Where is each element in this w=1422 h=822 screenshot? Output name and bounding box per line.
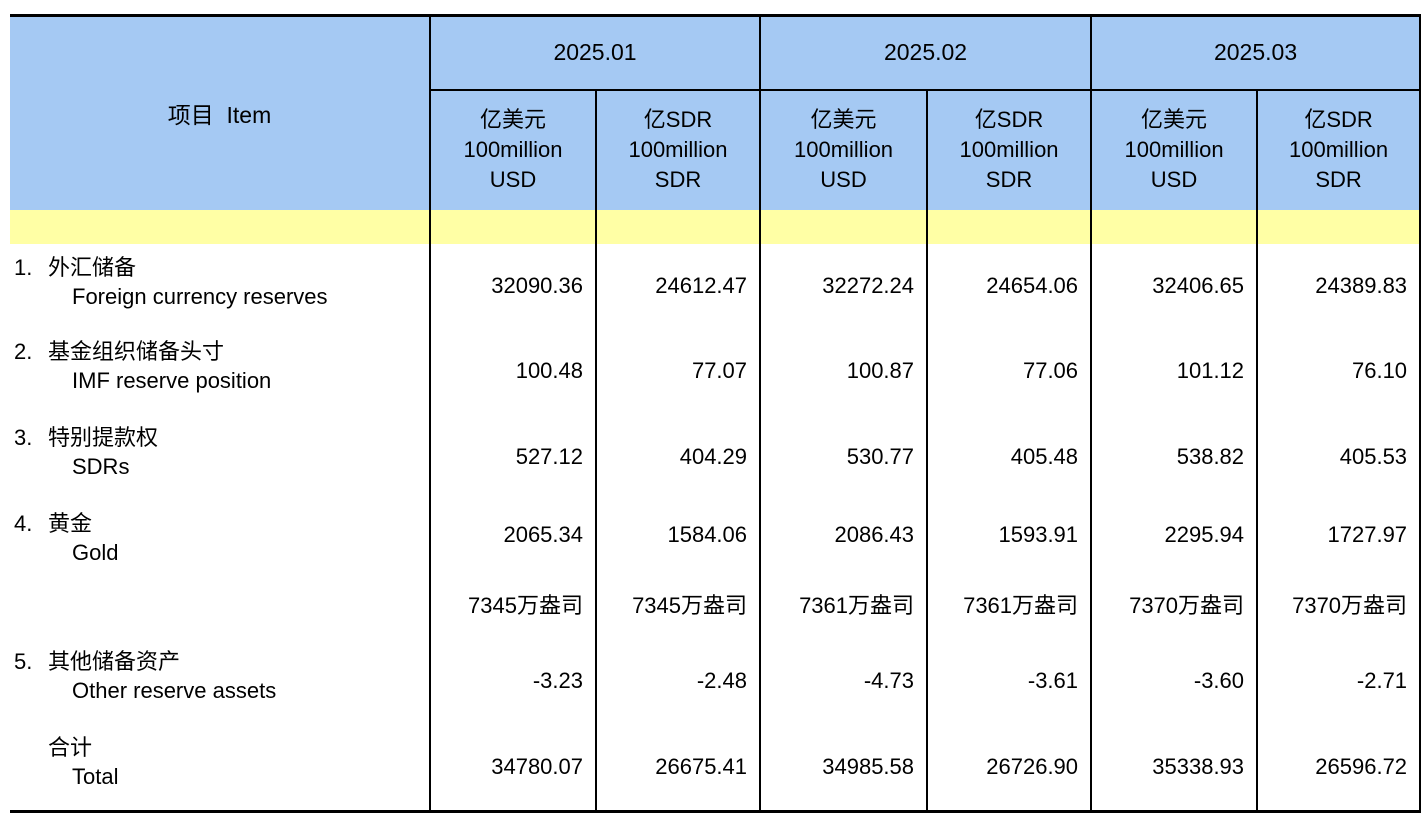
total-value-cell: 26675.41 [594, 723, 762, 813]
value-cell: 527.12 [429, 413, 597, 500]
value-cell: 76.10 [1256, 327, 1422, 414]
value-cell: 2065.34 [429, 499, 597, 570]
table-row-gold: 4. 黄金 Gold 2065.34 1584.06 2086.43 1593.9… [10, 499, 1422, 570]
item-label: 2. 基金组织储备头寸 IMF reserve position [10, 327, 431, 414]
table-row-gold-ounces: 7345万盎司 7345万盎司 7361万盎司 7361万盎司 7370万盎司 … [10, 569, 1422, 638]
item-label: 4. 黄金 Gold [10, 499, 431, 570]
item-label: 3. 特别提款权 SDRs [10, 413, 431, 500]
total-value-cell: 26726.90 [926, 723, 1093, 813]
table-row-foreign-currency-reserves: 1. 外汇储备 Foreign currency reserves 32090.3… [10, 243, 1422, 328]
item-label-line-en: Foreign currency reserves [72, 283, 328, 309]
month-header-2025-03: 2025.03 [1090, 14, 1422, 91]
yellow-band-cell [1090, 209, 1259, 245]
item-label-empty [10, 569, 431, 638]
gold-ounces-cell: 7361万盎司 [759, 569, 929, 638]
yellow-band-cell [1256, 209, 1422, 245]
item-label-line-zh: 4. 黄金 [14, 510, 93, 536]
gold-ounces-cell: 7370万盎司 [1256, 569, 1422, 638]
value-cell: 100.87 [759, 327, 929, 414]
item-number: 3. [14, 424, 33, 450]
item-label: 1. 外汇储备 Foreign currency reserves [10, 243, 431, 328]
item-label-line-zh: 5. 其他储备资产 [14, 648, 181, 674]
yellow-band-cell [594, 209, 762, 245]
item-label-line-zh: 1. 外汇储备 [14, 254, 137, 280]
official-reserve-assets-table: 项目 Item 2025.01 2025.02 2025.03 亿美元 100m… [10, 14, 1422, 813]
item-number: 2. [14, 338, 33, 364]
value-cell: 24389.83 [1256, 243, 1422, 328]
month-header-row: 项目 Item 2025.01 2025.02 2025.03 [10, 14, 1422, 210]
month-header-2025-02: 2025.02 [759, 14, 1093, 91]
value-cell: 32090.36 [429, 243, 597, 328]
value-cell: -2.48 [594, 637, 762, 724]
item-label-line-zh: 合计 [48, 734, 93, 760]
unit-header-sdr: 亿SDR 100million SDR [926, 88, 1093, 210]
item-column-header: 项目 Item [10, 14, 431, 210]
item-number: 1. [14, 254, 33, 280]
item-label-line-en: Gold [72, 539, 119, 565]
gold-ounces-cell: 7370万盎司 [1090, 569, 1259, 638]
item-label-line-zh: 3. 特别提款权 [14, 424, 159, 450]
value-cell: 32272.24 [759, 243, 929, 328]
value-cell: 405.48 [926, 413, 1093, 500]
value-cell: 100.48 [429, 327, 597, 414]
gold-ounces-cell: 7345万盎司 [429, 569, 597, 638]
value-cell: -3.60 [1090, 637, 1259, 724]
item-label-line-en: SDRs [72, 453, 130, 479]
value-cell: -4.73 [759, 637, 929, 724]
item-label-line-en: Total [72, 763, 119, 789]
yellow-band-cell [926, 209, 1093, 245]
unit-header-usd: 亿美元 100million USD [1090, 88, 1259, 210]
table-row-sdrs: 3. 特别提款权 SDRs 527.12 404.29 530.77 405.48… [10, 413, 1422, 500]
yellow-band-cell [429, 209, 597, 245]
yellow-band-cell [759, 209, 929, 245]
table-row-imf-reserve-position: 2. 基金组织储备头寸 IMF reserve position 100.48 7… [10, 327, 1422, 414]
value-cell: -3.61 [926, 637, 1093, 724]
total-value-cell: 34780.07 [429, 723, 597, 813]
total-value-cell: 35338.93 [1090, 723, 1259, 813]
value-cell: 1593.91 [926, 499, 1093, 570]
unit-header-sdr: 亿SDR 100million SDR [1256, 88, 1422, 210]
value-cell: 24654.06 [926, 243, 1093, 328]
month-header-2025-01: 2025.01 [428, 14, 762, 91]
item-label-total: 合计 Total [10, 723, 431, 813]
value-cell: 24612.47 [594, 243, 762, 328]
value-cell: -3.23 [429, 637, 597, 724]
value-cell: 77.06 [926, 327, 1093, 414]
table-row-total: 合计 Total 34780.07 26675.41 34985.58 2672… [10, 723, 1422, 813]
value-cell: 77.07 [594, 327, 762, 414]
value-cell: 405.53 [1256, 413, 1422, 500]
yellow-band-cell [10, 209, 431, 245]
total-value-cell: 34985.58 [759, 723, 929, 813]
unit-header-row: 亿美元 100million USD 亿SDR 100million SDR 亿… [10, 88, 1422, 210]
yellow-separator-row [10, 209, 1422, 245]
item-label-line-zh: 2. 基金组织储备头寸 [14, 338, 225, 364]
value-cell: 32406.65 [1090, 243, 1259, 328]
value-cell: 2295.94 [1090, 499, 1259, 570]
value-cell: 530.77 [759, 413, 929, 500]
unit-header-usd: 亿美元 100million USD [759, 88, 929, 210]
total-value-cell: 26596.72 [1256, 723, 1422, 813]
gold-ounces-cell: 7345万盎司 [594, 569, 762, 638]
item-label-line-en: IMF reserve position [72, 367, 272, 393]
item-label: 5. 其他储备资产 Other reserve assets [10, 637, 431, 724]
value-cell: 538.82 [1090, 413, 1259, 500]
table-row-other-reserve-assets: 5. 其他储备资产 Other reserve assets -3.23 -2.4… [10, 637, 1422, 724]
unit-header-sdr: 亿SDR 100million SDR [594, 88, 762, 210]
value-cell: 1584.06 [594, 499, 762, 570]
gold-ounces-cell: 7361万盎司 [926, 569, 1093, 638]
value-cell: -2.71 [1256, 637, 1422, 724]
value-cell: 2086.43 [759, 499, 929, 570]
value-cell: 101.12 [1090, 327, 1259, 414]
value-cell: 404.29 [594, 413, 762, 500]
item-label-line-en: Other reserve assets [72, 677, 277, 703]
item-number: 5. [14, 648, 33, 674]
unit-header-usd: 亿美元 100million USD [429, 88, 597, 210]
item-number: 4. [14, 510, 33, 536]
value-cell: 1727.97 [1256, 499, 1422, 570]
